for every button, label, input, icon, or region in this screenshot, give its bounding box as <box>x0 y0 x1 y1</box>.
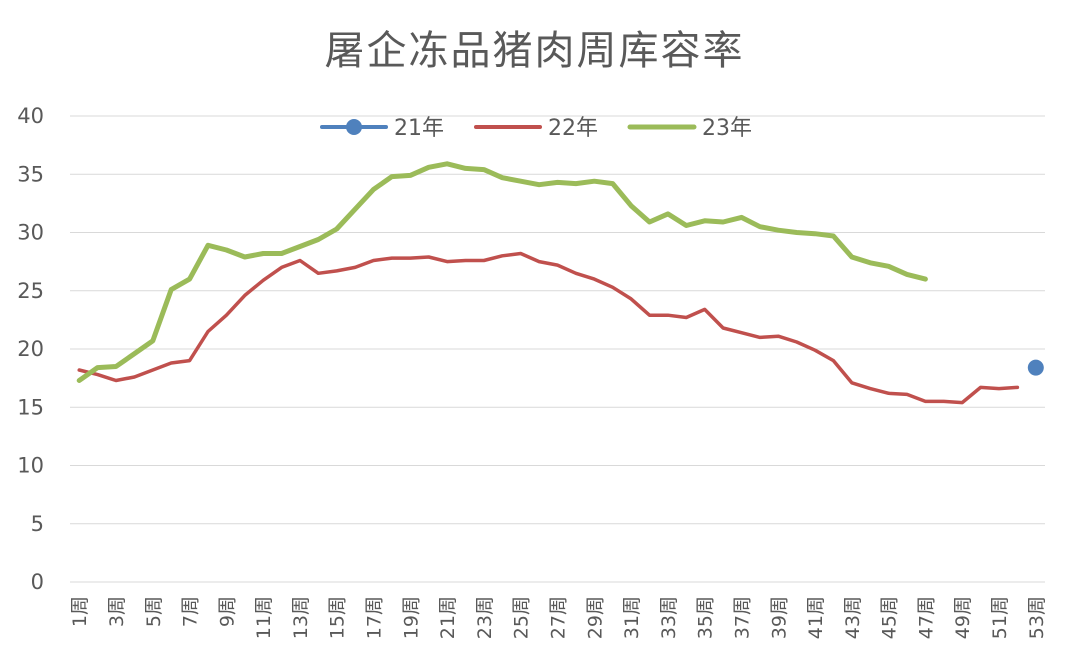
legend-label: 22年 <box>548 116 598 141</box>
x-tick-label: 1周 <box>69 596 91 627</box>
gridlines <box>70 115 1045 583</box>
legend-item: 22年 <box>474 116 598 141</box>
y-tick-label: 25 <box>17 279 44 303</box>
series-lines <box>76 161 1044 405</box>
y-tick-label: 15 <box>17 395 44 419</box>
x-tick-label: 45周 <box>879 596 901 639</box>
x-tick-label: 31周 <box>621 596 643 639</box>
x-tick-label: 39周 <box>768 596 790 639</box>
x-tick-label: 29周 <box>584 596 606 639</box>
x-tick-label: 37周 <box>731 596 753 639</box>
y-axis-tick-labels: 0 5 10 15 20 25 30 35 40 <box>17 104 44 594</box>
legend-item: 21年 <box>320 116 444 141</box>
x-tick-label: 51周 <box>989 596 1011 639</box>
y-tick-label: 40 <box>17 104 44 128</box>
x-tick-label: 21周 <box>437 596 459 639</box>
x-tick-label: 33周 <box>658 596 680 639</box>
x-tick-label: 43周 <box>842 596 864 639</box>
x-tick-label: 13周 <box>290 596 312 639</box>
legend: 21年 22年 23年 <box>320 116 752 141</box>
y-tick-label: 35 <box>17 162 44 186</box>
x-tick-label: 27周 <box>548 596 570 639</box>
x-tick-label: 3周 <box>106 596 128 627</box>
x-axis-tick-labels: 1周 3周 5周 7周 9周 11周 13周 15周 17周 19周 21周 23周 25周 27周 29周… <box>69 596 1048 639</box>
x-tick-label: 7周 <box>180 596 202 627</box>
x-tick-label: 41周 <box>805 596 827 639</box>
legend-label: 23年 <box>702 116 752 141</box>
x-tick-label: 49周 <box>952 596 974 639</box>
x-tick-label: 23周 <box>474 596 496 639</box>
x-tick-label: 5周 <box>143 596 165 627</box>
x-tick-label: 11周 <box>253 596 275 639</box>
series-line-22年 <box>77 251 1020 405</box>
x-tick-label: 9周 <box>216 596 238 627</box>
series-line-23年 <box>76 161 928 383</box>
legend-marker <box>346 119 362 135</box>
x-tick-label: 35周 <box>695 596 717 639</box>
x-tick-label: 47周 <box>915 596 937 639</box>
data-point <box>1027 359 1044 376</box>
x-tick-label: 19周 <box>400 596 422 639</box>
x-tick-label: 25周 <box>511 596 533 639</box>
y-tick-label: 20 <box>17 337 44 361</box>
y-tick-label: 0 <box>31 570 44 594</box>
y-tick-label: 10 <box>17 454 44 478</box>
y-tick-label: 30 <box>17 221 44 245</box>
legend-item: 23年 <box>627 116 752 141</box>
legend-label: 21年 <box>394 116 444 141</box>
x-tick-label: 53周 <box>1026 596 1048 639</box>
y-tick-label: 5 <box>31 512 44 536</box>
x-tick-label: 17周 <box>364 596 386 639</box>
chart-title: 屠企冻品猪肉周库容率 <box>324 28 745 74</box>
x-tick-label: 15周 <box>327 596 349 639</box>
